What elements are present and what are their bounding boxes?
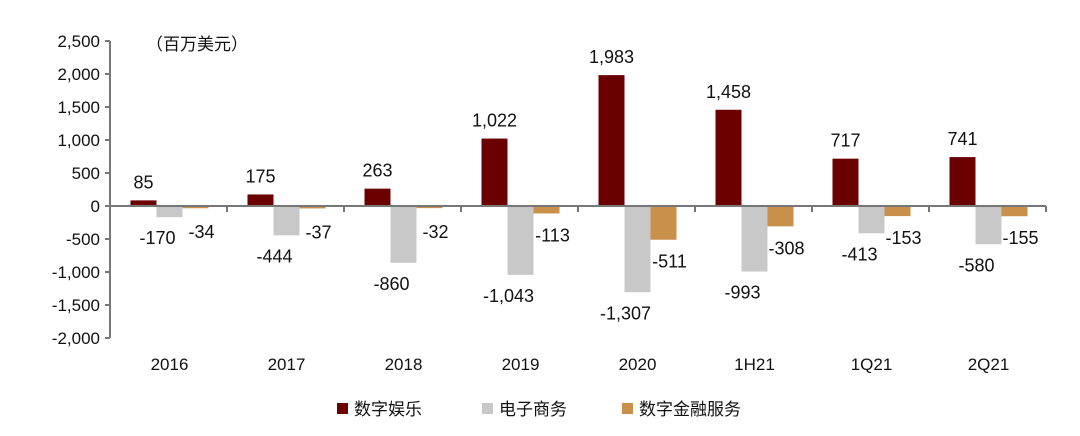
data-label: 1,458 bbox=[706, 82, 751, 102]
data-label: -413 bbox=[841, 244, 877, 264]
data-label: -113 bbox=[535, 225, 570, 245]
legend-swatch-2 bbox=[622, 403, 633, 414]
data-label: -1,307 bbox=[600, 303, 651, 323]
y-tick-label: -1,000 bbox=[52, 263, 100, 282]
bar-数字娱乐-2020 bbox=[598, 75, 625, 206]
bar-数字金融服务-2020 bbox=[650, 206, 677, 240]
y-tick-label: -1,500 bbox=[52, 296, 100, 315]
unit-label: （百万美元） bbox=[146, 35, 248, 54]
data-label: 175 bbox=[245, 166, 275, 186]
y-tick-label: -500 bbox=[66, 230, 100, 249]
bar-数字娱乐-1Q21 bbox=[832, 158, 859, 206]
bar-电子商务-1Q21 bbox=[858, 206, 885, 234]
bar-数字娱乐-2017 bbox=[247, 194, 274, 206]
bar-电子商务-2020 bbox=[624, 206, 651, 293]
x-tick-label: 2020 bbox=[619, 355, 657, 374]
y-tick-label: 2,500 bbox=[57, 32, 100, 51]
data-label: -1,043 bbox=[483, 286, 534, 306]
data-label: -860 bbox=[373, 274, 409, 294]
bar-数字娱乐-2019 bbox=[481, 138, 508, 206]
bar-数字金融服务-2Q21 bbox=[1001, 206, 1028, 217]
bar-电子商务-2019 bbox=[507, 206, 534, 275]
data-label: -153 bbox=[885, 228, 921, 248]
bar-电子商务-1H21 bbox=[741, 206, 768, 272]
y-tick-label: 500 bbox=[72, 164, 100, 183]
x-tick-label: 1H21 bbox=[734, 355, 775, 374]
x-tick-label: 2019 bbox=[502, 355, 540, 374]
data-label: -37 bbox=[305, 222, 331, 242]
data-label: -34 bbox=[188, 222, 214, 242]
x-tick-label: 1Q21 bbox=[851, 355, 893, 374]
legend-label: 数字金融服务 bbox=[639, 400, 741, 419]
bar-电子商务-2017 bbox=[273, 206, 300, 236]
x-tick-label: 2018 bbox=[385, 355, 423, 374]
data-label: 717 bbox=[830, 131, 860, 151]
data-label: -32 bbox=[422, 222, 448, 242]
legend-swatch-0 bbox=[337, 403, 348, 414]
bar-电子商务-2016 bbox=[156, 206, 183, 218]
bar-数字金融服务-1H21 bbox=[767, 206, 794, 227]
bar-电子商务-2Q21 bbox=[975, 206, 1002, 245]
y-tick-label: -2,000 bbox=[52, 329, 100, 348]
bar-数字娱乐-1H21 bbox=[715, 109, 742, 206]
data-label: 85 bbox=[133, 172, 153, 192]
y-tick-label: 1,000 bbox=[57, 131, 100, 150]
data-label: -511 bbox=[652, 252, 687, 272]
bar-数字娱乐-2Q21 bbox=[949, 157, 976, 206]
x-tick-label: 2016 bbox=[151, 355, 189, 374]
bar-数字金融服务-2016 bbox=[182, 206, 209, 209]
data-label: -308 bbox=[768, 238, 804, 258]
y-tick-label: 1,500 bbox=[57, 98, 100, 117]
data-label: -444 bbox=[256, 246, 292, 266]
bar-数字娱乐-2016 bbox=[130, 200, 157, 206]
legend-swatch-1 bbox=[482, 403, 493, 414]
legend-label: 数字娱乐 bbox=[354, 400, 422, 419]
legend-label: 电子商务 bbox=[499, 400, 567, 419]
bar-数字金融服务-1Q21 bbox=[884, 206, 911, 217]
x-tick-label: 2Q21 bbox=[968, 355, 1010, 374]
data-label: 1,983 bbox=[589, 47, 634, 67]
bar-数字娱乐-2018 bbox=[364, 188, 391, 206]
bar-电子商务-2018 bbox=[390, 206, 417, 263]
data-label: -580 bbox=[958, 255, 994, 275]
data-label: 741 bbox=[947, 129, 977, 149]
bar-数字金融服务-2017 bbox=[299, 206, 326, 209]
data-label: -170 bbox=[139, 228, 175, 248]
x-tick-label: 2017 bbox=[268, 355, 306, 374]
y-tick-label: 0 bbox=[91, 197, 100, 216]
data-label: 263 bbox=[362, 161, 392, 181]
bar-数字金融服务-2019 bbox=[533, 206, 560, 214]
data-label: 1,022 bbox=[472, 111, 517, 131]
data-label: -993 bbox=[724, 283, 760, 303]
y-tick-label: 2,000 bbox=[57, 65, 100, 84]
data-label: -155 bbox=[1002, 228, 1038, 248]
bar-数字金融服务-2018 bbox=[416, 206, 443, 209]
